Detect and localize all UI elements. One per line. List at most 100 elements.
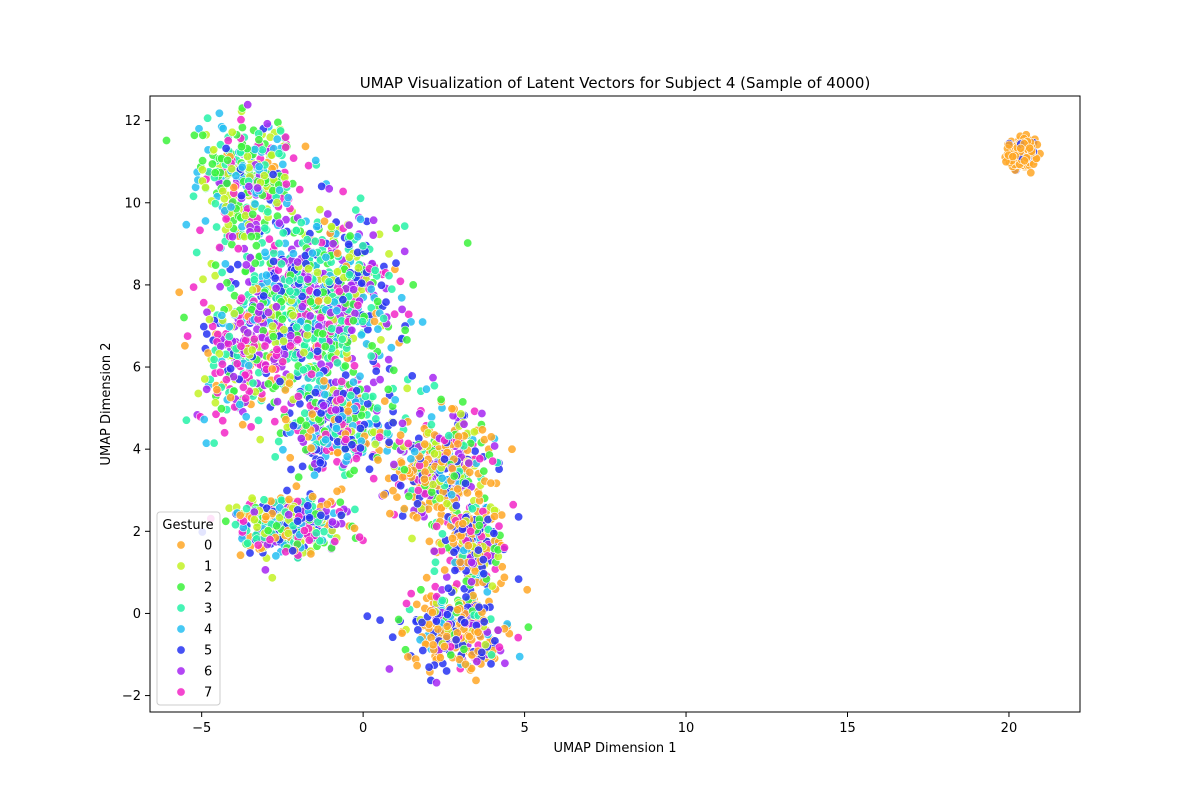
scatter-point [233, 244, 243, 254]
scatter-point [299, 526, 309, 536]
scatter-point [435, 493, 445, 503]
scatter-point [460, 618, 470, 628]
scatter-point [374, 432, 384, 442]
scatter-point [413, 625, 423, 635]
scatter-point [1016, 143, 1026, 153]
scatter-point [271, 302, 281, 312]
scatter-point [312, 222, 322, 232]
scatter-point [500, 658, 510, 668]
scatter-point [305, 311, 315, 321]
scatter-point [205, 314, 215, 324]
scatter-point [327, 517, 337, 527]
x-tick-label: 10 [678, 721, 695, 736]
scatter-point [442, 499, 452, 509]
scatter-point [214, 108, 224, 118]
scatter-point [247, 345, 257, 355]
scatter-point [301, 420, 311, 430]
x-tick-label: 0 [359, 721, 367, 736]
scatter-point [200, 374, 210, 384]
scatter-point [375, 375, 385, 385]
scatter-point [285, 453, 295, 463]
scatter-point [276, 259, 286, 269]
scatter-point [376, 335, 386, 345]
scatter-point [319, 401, 329, 411]
scatter-point [291, 226, 301, 236]
scatter-point [337, 334, 347, 344]
scatter-point [306, 549, 316, 559]
scatter-point [400, 221, 410, 231]
scatter-point [358, 316, 368, 326]
scatter-point [283, 193, 293, 203]
scatter-point [237, 142, 247, 152]
scatter-point [296, 433, 306, 443]
scatter-point [297, 291, 307, 301]
scatter-point [466, 526, 476, 536]
scatter-point [355, 371, 365, 381]
scatter-point [237, 191, 247, 201]
scatter-point [429, 566, 439, 576]
scatter-point [313, 296, 323, 306]
scatter-point [300, 141, 310, 151]
scatter-point [486, 650, 496, 660]
scatter-point [350, 504, 360, 514]
scatter-point [235, 510, 245, 520]
scatter-point [391, 258, 401, 268]
scatter-point [237, 123, 247, 133]
scatter-point [401, 598, 411, 608]
scatter-point [341, 370, 351, 380]
scatter-point [379, 490, 389, 500]
chart-title: UMAP Visualization of Latent Vectors for… [360, 74, 871, 92]
scatter-point [250, 145, 260, 155]
scatter-point [384, 664, 394, 674]
scatter-point [508, 500, 518, 510]
scatter-point [316, 510, 326, 520]
scatter-point [507, 444, 517, 454]
scatter-point [412, 599, 422, 609]
scatter-point [243, 538, 253, 548]
scatter-point [442, 610, 452, 620]
scatter-point [298, 461, 308, 471]
scatter-point [384, 437, 394, 447]
scatter-point [451, 501, 461, 511]
scatter-point [288, 249, 298, 259]
scatter-point [403, 652, 413, 662]
scatter-point [198, 130, 208, 140]
y-tick-label: 0 [133, 607, 141, 622]
scatter-point [245, 548, 255, 558]
scatter-point [263, 307, 273, 317]
legend-label: 1 [204, 560, 212, 575]
scatter-point [458, 519, 468, 529]
scatter-point [360, 391, 370, 401]
scatter-point [269, 248, 279, 258]
scatter-point [294, 472, 304, 482]
x-axis-label: UMAP Dimension 1 [553, 741, 676, 756]
scatter-point [1025, 143, 1035, 153]
scatter-point [371, 414, 381, 424]
scatter-point [281, 132, 291, 142]
scatter-point [427, 607, 437, 617]
scatter-point [373, 455, 383, 465]
scatter-point [383, 384, 393, 394]
scatter-point [336, 510, 346, 520]
scatter-point [1008, 152, 1018, 162]
y-tick-label: 2 [133, 525, 141, 540]
scatter-point [263, 207, 273, 217]
scatter-point [282, 485, 292, 495]
legend: Gesture 0 1 2 3 4 5 6 7 [156, 511, 221, 706]
scatter-point [494, 521, 504, 531]
scatter-point [221, 516, 231, 526]
scatter-point [397, 628, 407, 638]
scatter-point [293, 516, 303, 526]
scatter-point [317, 181, 327, 191]
scatter-point [389, 459, 399, 469]
scatter-point [447, 490, 457, 500]
scatter-point [271, 283, 281, 293]
scatter-point [303, 274, 313, 284]
scatter-point [372, 403, 382, 413]
scatter-point [226, 364, 236, 374]
scatter-point [203, 113, 213, 123]
x-tick-label: 5 [520, 721, 528, 736]
scatter-point [429, 381, 439, 391]
scatter-point [463, 541, 473, 551]
scatter-point [222, 178, 232, 188]
